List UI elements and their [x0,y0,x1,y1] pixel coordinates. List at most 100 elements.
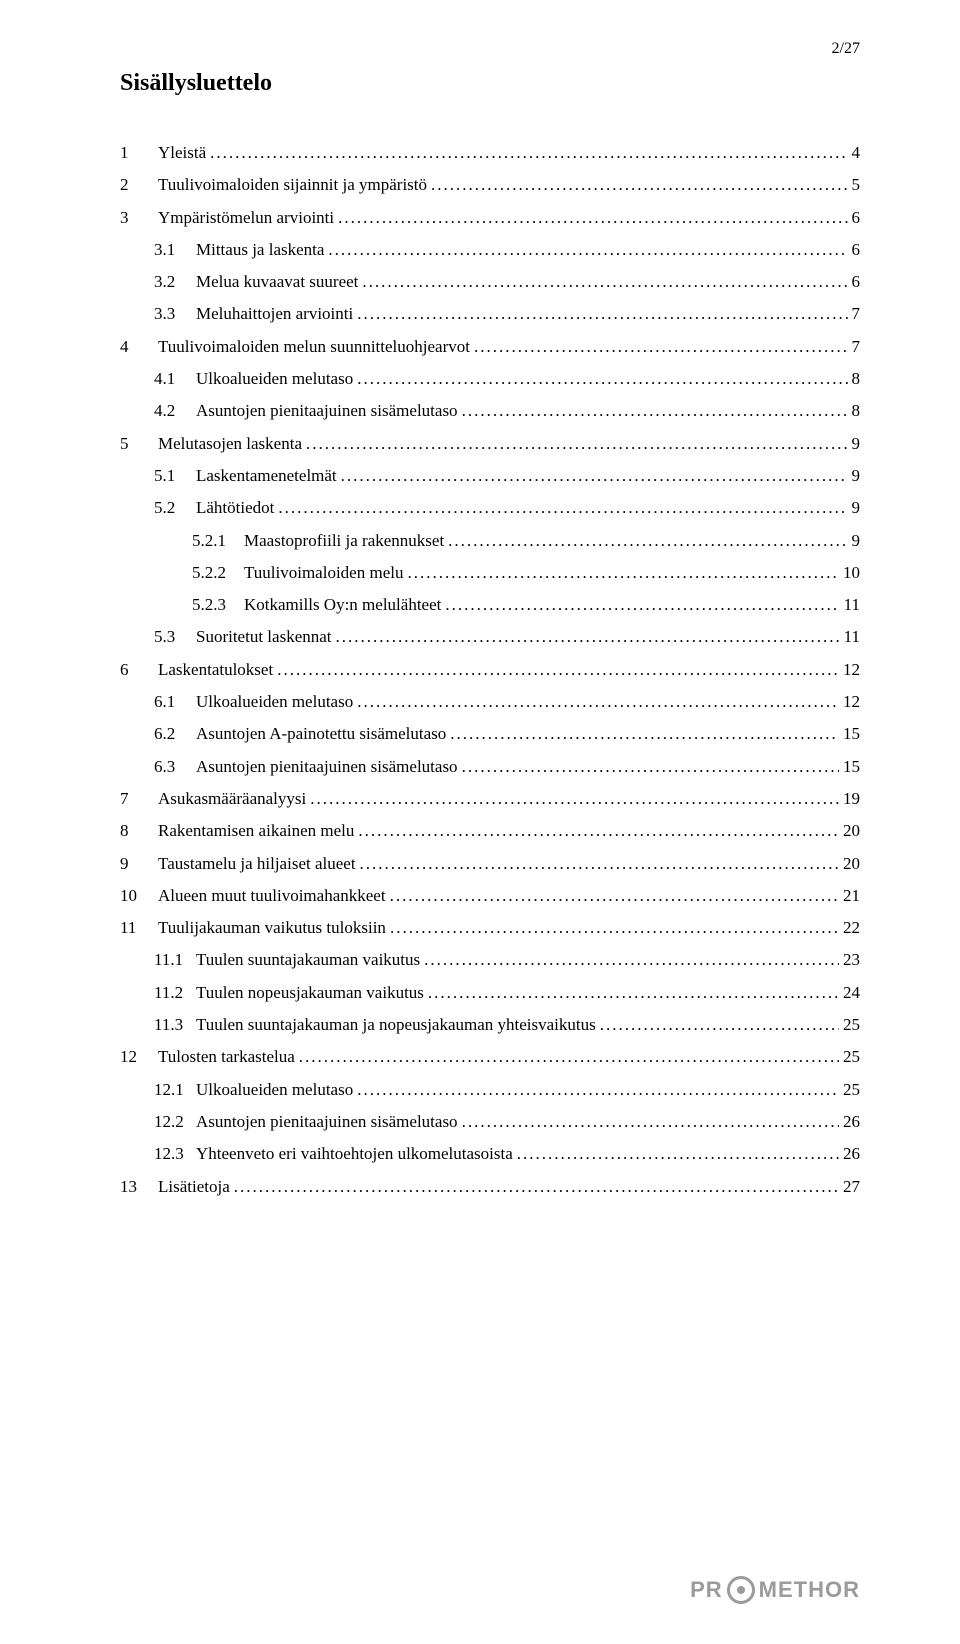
toc-entry-number: 3.3 [154,298,192,330]
toc-entry-page: 19 [839,783,860,815]
toc-entry: 13Lisätietoja27 [120,1171,860,1203]
toc-leader-dots [353,363,847,395]
toc-entry-label: Asuntojen A-painotettu sisämelutaso [192,718,446,750]
toc-entry-number: 11 [120,912,154,944]
toc-entry-label: Tuulivoimaloiden sijainnit ja ympäristö [154,169,427,201]
toc-entry-page: 20 [839,815,860,847]
toc-entry-number: 5.2 [154,492,192,524]
toc-entry: 12.2Asuntojen pienitaajuinen sisämelutas… [120,1106,860,1138]
toc-entry-number: 1 [120,137,154,169]
toc-entry-label: Suoritetut laskennat [192,621,332,653]
toc-leader-dots [403,557,839,589]
toc-entry: 11.2Tuulen nopeusjakauman vaikutus 24 [120,977,860,1009]
toc-entry-page: 25 [839,1009,860,1041]
toc-leader-dots [470,331,848,363]
toc-entry-label: Tuulivoimaloiden melu [240,557,403,589]
toc-entry: 5Melutasojen laskenta9 [120,428,860,460]
toc-entry-label: Ympäristömelun arviointi [154,202,334,234]
toc-entry-label: Lähtötiedot [192,492,274,524]
toc-entry: 1Yleistä4 [120,137,860,169]
toc-entry-number: 7 [120,783,154,815]
toc-entry-label: Asuntojen pienitaajuinen sisämelutaso [192,395,458,427]
logo-icon [727,1576,755,1604]
toc-entry-page: 21 [839,880,860,912]
toc-entry-number: 11.1 [154,944,192,976]
toc-leader-dots [353,298,847,330]
toc-entry-label: Tuulen suuntajakauman vaikutus [192,944,420,976]
toc-leader-dots [458,1106,839,1138]
toc-entry-page: 8 [848,395,861,427]
toc-entry-number: 10 [120,880,154,912]
document-title: Sisällysluettelo [120,70,860,97]
toc-entry: 3.1Mittaus ja laskenta6 [120,234,860,266]
toc-entry: 4Tuulivoimaloiden melun suunnitteluohjea… [120,331,860,363]
toc-entry: 5.2.3Kotkamills Oy:n melulähteet11 [120,589,860,621]
toc-entry-label: Lisätietoja [154,1171,230,1203]
toc-entry-page: 7 [848,331,861,363]
toc-leader-dots [230,1171,839,1203]
toc-entry-number: 2 [120,169,154,201]
toc-entry-label: Maastoprofiili ja rakennukset [240,525,444,557]
toc-entry-page: 4 [848,137,861,169]
toc-entry-page: 26 [839,1138,860,1170]
logo: PR METHOR [690,1576,860,1604]
toc-entry-label: Asuntojen pienitaajuinen sisämelutaso [192,1106,458,1138]
toc-entry-page: 25 [839,1041,860,1073]
toc-leader-dots [206,137,847,169]
toc-entry: 7Asukasmääräanalyysi 19 [120,783,860,815]
toc-entry-number: 6 [120,654,154,686]
toc-entry-page: 26 [839,1106,860,1138]
toc-entry: 5.2.1Maastoprofiili ja rakennukset9 [120,525,860,557]
toc-leader-dots [334,202,847,234]
toc-entry-page: 5 [848,169,861,201]
toc-entry-number: 12.2 [154,1106,192,1138]
toc-entry-label: Tuulen nopeusjakauman vaikutus [192,977,424,1009]
toc-entry-label: Melutasojen laskenta [154,428,302,460]
toc-entry-page: 9 [848,492,861,524]
logo-text-right: METHOR [759,1577,860,1603]
toc-leader-dots [332,621,840,653]
toc-entry-number: 12 [120,1041,154,1073]
toc-leader-dots [424,977,839,1009]
toc-entry-label: Laskentatulokset [154,654,273,686]
toc-entry-page: 7 [848,298,861,330]
toc-leader-dots [337,460,848,492]
toc-entry-label: Alueen muut tuulivoimahankkeet [154,880,386,912]
toc-entry-label: Ulkoalueiden melutaso [192,1074,353,1106]
toc-leader-dots [324,234,847,266]
toc-leader-dots [458,395,848,427]
toc-leader-dots [353,686,839,718]
toc-leader-dots [353,1074,839,1106]
toc-leader-dots [295,1041,839,1073]
toc-entry: 11.1Tuulen suuntajakauman vaikutus23 [120,944,860,976]
toc-entry-label: Laskentamenetelmät [192,460,337,492]
toc-entry-number: 11.2 [154,977,192,1009]
toc-entry-number: 5.1 [154,460,192,492]
toc-entry-page: 9 [848,460,861,492]
toc-entry-page: 27 [839,1171,860,1203]
toc-entry-page: 8 [848,363,861,395]
toc-entry-label: Tuulivoimaloiden melun suunnitteluohjear… [154,331,470,363]
toc-entry-number: 12.1 [154,1074,192,1106]
toc-entry-page: 6 [848,202,861,234]
toc-entry-number: 9 [120,848,154,880]
toc-leader-dots [427,169,847,201]
toc-leader-dots [386,880,839,912]
toc-entry-number: 5.2.2 [192,557,240,589]
toc-entry-page: 20 [839,848,860,880]
toc-entry: 3.3Meluhaittojen arviointi7 [120,298,860,330]
toc-entry-number: 5 [120,428,154,460]
toc-entry-label: Asukasmääräanalyysi [154,783,306,815]
toc-entry-number: 6.2 [154,718,192,750]
logo-text-left: PR [690,1577,723,1603]
toc-entry: 3Ympäristömelun arviointi6 [120,202,860,234]
toc-entry-page: 24 [839,977,860,1009]
toc-entry-number: 8 [120,815,154,847]
toc-entry: 10Alueen muut tuulivoimahankkeet 21 [120,880,860,912]
toc-entry-number: 12.3 [154,1138,192,1170]
toc-entry: 11.3Tuulen suuntajakauman ja nopeusjakau… [120,1009,860,1041]
toc-leader-dots [596,1009,839,1041]
toc-entry: 8Rakentamisen aikainen melu20 [120,815,860,847]
toc-entry-label: Yhteenveto eri vaihtoehtojen ulkomelutas… [192,1138,513,1170]
toc-entry: 6Laskentatulokset12 [120,654,860,686]
